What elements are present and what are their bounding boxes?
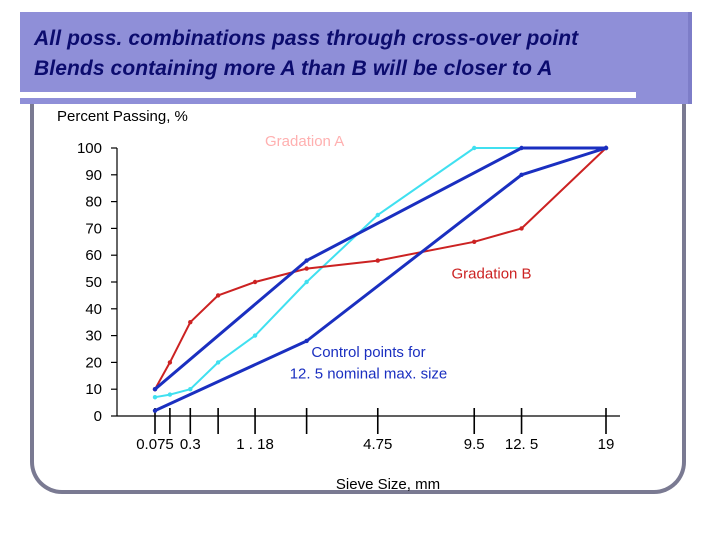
series-0-point xyxy=(252,333,258,338)
y-tick-label: 50 xyxy=(85,274,102,291)
y-tick-label: 10 xyxy=(85,381,102,398)
y-tick-label: 40 xyxy=(85,301,102,318)
series-3-point xyxy=(603,145,609,151)
chart-annotation: Gradation A xyxy=(265,133,344,150)
series-2-point xyxy=(152,387,158,392)
x-tick-label: 12. 5 xyxy=(505,436,538,453)
y-tick-label: 70 xyxy=(85,220,102,237)
slide-title-bar: All poss. combinations pass through cros… xyxy=(20,12,692,104)
x-tick-label: 4.75 xyxy=(363,436,392,453)
series-0-point xyxy=(167,392,173,397)
y-tick-label: 20 xyxy=(85,354,102,371)
y-axis-title: Percent Passing, % xyxy=(57,108,188,125)
y-tick-label: 60 xyxy=(85,247,102,264)
x-tick-label: 19 xyxy=(598,436,615,453)
title-underline xyxy=(20,92,636,98)
series-1-point xyxy=(215,293,221,298)
series-line-2 xyxy=(154,146,606,391)
series-3-point xyxy=(152,408,158,413)
series-3-point xyxy=(304,338,309,344)
y-tick-label: 0 xyxy=(94,408,102,425)
series-1-point xyxy=(252,279,258,285)
series-1-point xyxy=(188,320,193,325)
series-line-3 xyxy=(154,146,607,412)
series-0-point xyxy=(188,387,193,392)
x-tick-label: 0.3 xyxy=(180,436,201,453)
series-0-point xyxy=(215,360,221,365)
slide-title-line-2: Blends containing more A than B will be … xyxy=(34,57,553,80)
series-1-point xyxy=(375,258,380,263)
y-tick-label: 80 xyxy=(85,194,102,211)
slide-frame xyxy=(30,104,686,494)
series-1-point xyxy=(472,239,477,244)
y-tick-label: 90 xyxy=(85,167,102,184)
y-tick-label: 30 xyxy=(85,328,102,345)
series-1-point xyxy=(519,226,524,231)
chart-annotation: Control points for xyxy=(311,344,425,361)
series-1-point xyxy=(304,266,309,271)
chart-annotation: Gradation B xyxy=(452,266,532,283)
annotation-layer: Gradation A Gradation B Control points for… xyxy=(265,133,532,382)
series-0-point xyxy=(304,279,309,285)
x-axis-title: Sieve Size, mm xyxy=(336,476,440,493)
series-1-point xyxy=(167,360,173,365)
chart-annotation: 12. 5 nominal max. size xyxy=(290,365,448,382)
series-0-point xyxy=(472,145,477,151)
x-tick-label: 9.5 xyxy=(464,436,485,453)
axes: 0 10 20 30 40 50 60 70 80 90 100 0.075 0.3 1 . 18 4.75… xyxy=(77,140,620,453)
y-tick-label: 100 xyxy=(77,140,102,157)
series-2-point xyxy=(519,145,524,151)
series-line-1 xyxy=(154,147,607,390)
series-layer xyxy=(152,145,609,413)
series-3-point xyxy=(519,172,524,177)
series-0-point xyxy=(375,212,380,218)
x-tick-label: 1 . 18 xyxy=(236,436,274,453)
series-2-point xyxy=(304,258,309,263)
slide-title-line-1: All poss. combinations pass through cros… xyxy=(34,27,579,50)
x-tick-label: 0.075 xyxy=(136,436,174,453)
series-0-point xyxy=(152,395,158,400)
